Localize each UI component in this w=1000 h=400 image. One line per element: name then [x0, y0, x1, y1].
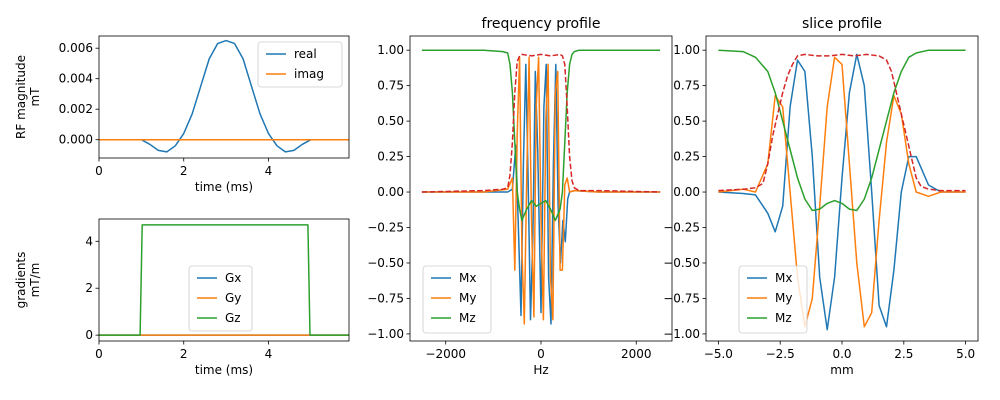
slice-ytick-label: −1.00: [663, 327, 700, 341]
slice-xtick-label: 2.5: [894, 347, 913, 361]
grad-axes: 0 2 4 0 2 4 time (ms) gradients mT/m Gx Gy Gz: [14, 218, 350, 377]
grad-legend: Gx Gy Gz: [188, 265, 253, 332]
grad-ylabel: gradients: [14, 252, 28, 309]
slice-ytick-label: 0.50: [673, 114, 700, 128]
grad-legend-label: Gx: [225, 271, 241, 285]
rf-series-real: [99, 39, 349, 153]
slice-ytick-label: 1.00: [673, 43, 700, 57]
freq-legend: Mx My Mz: [422, 265, 492, 334]
freq-title: frequency profile: [482, 16, 601, 32]
freq-xtick-label: −2000: [425, 347, 466, 361]
slice-legend-label: My: [775, 291, 792, 305]
rf-ytick-label: 0.002: [59, 102, 93, 116]
rf-xlabel: time (ms): [195, 180, 253, 194]
slice-ytick-label: 0.75: [673, 79, 700, 93]
freq-xtick-label: 2000: [621, 347, 652, 361]
slice-ytick-label: −0.75: [663, 291, 700, 305]
slice-xtick-label: −2.5: [766, 347, 795, 361]
freq-series-mz: [421, 49, 661, 222]
slice-xtick-label: 0.0: [832, 347, 851, 361]
freq-ytick-label: −0.75: [367, 291, 404, 305]
rf-ytick-label: 0.006: [59, 41, 93, 55]
grad-ylabel: mT/m: [28, 263, 42, 298]
freq-series-magnitude: [421, 53, 661, 193]
slice-ytick-label: −0.25: [663, 221, 700, 235]
rf-legend: real imag: [257, 41, 343, 88]
slice-xtick-label: −5.0: [704, 347, 733, 361]
rf-xtick-label: 2: [180, 164, 188, 178]
freq-ytick-label: 1.00: [377, 43, 404, 57]
slice-series-mz: [718, 49, 966, 212]
grad-series-gz: [99, 224, 349, 336]
rf-axes: 0 2 4 0.000 0.002 0.004 0.006 time (ms) RF magni…: [14, 35, 350, 194]
slice-xtick-label: 5.0: [956, 347, 975, 361]
grad-xtick-label: 2: [180, 347, 188, 361]
freq-xlabel: Hz: [533, 363, 548, 377]
rf-ylabel: RF magnitude: [14, 55, 28, 139]
rf-xtick-label: 4: [265, 164, 273, 178]
slice-legend-label: Mz: [775, 311, 792, 325]
slice-series-magnitude: [718, 53, 966, 192]
rf-ytick-label: 0.004: [59, 72, 93, 86]
slice-ytick-label: 0.00: [673, 185, 700, 199]
freq-ytick-label: 0.50: [377, 114, 404, 128]
slice-title: slice profile: [802, 16, 882, 32]
grad-ytick-label: 0: [85, 328, 93, 342]
slice-legend-label: Mx: [775, 271, 792, 285]
freq-legend-label: Mz: [459, 311, 476, 325]
slice-xlabel: mm: [830, 363, 853, 377]
rf-xtick-label: 0: [95, 164, 103, 178]
grad-xtick-label: 4: [265, 347, 273, 361]
slice-legend: Mx My Mz: [738, 265, 808, 334]
freq-series-mx: [421, 63, 661, 325]
slice-ytick-label: −0.50: [663, 256, 700, 270]
grad-ytick-label: 2: [85, 281, 93, 295]
grad-ytick-label: 4: [85, 234, 93, 248]
freq-series-my: [421, 56, 661, 325]
freq-ytick-label: −1.00: [367, 327, 404, 341]
rf-frame: [98, 35, 350, 159]
grad-frame: [98, 218, 350, 342]
freq-ytick-label: 0.25: [377, 150, 404, 164]
grad-legend-label: Gz: [225, 311, 241, 325]
freq-ytick-label: −0.25: [367, 221, 404, 235]
freq-axes: −2000 0 2000 −1.00 −0.75 −0.50 −0.25 0.00 0.25 0.…: [367, 16, 673, 377]
grad-legend-label: Gy: [225, 291, 241, 305]
grad-xtick-label: 0: [95, 347, 103, 361]
freq-legend-label: My: [459, 291, 476, 305]
rf-ylabel: mT: [28, 87, 42, 107]
slice-axes: −5.0 −2.5 0.0 2.5 5.0 −1.00 −0.75 −0.50 −0.25 0.0…: [663, 16, 979, 377]
slice-series-mx: [718, 53, 966, 331]
freq-xtick-label: 0: [537, 347, 545, 361]
grad-xlabel: time (ms): [195, 363, 253, 377]
freq-ytick-label: 0.00: [377, 185, 404, 199]
rf-ytick-label: 0.000: [59, 133, 93, 147]
freq-ytick-label: 0.75: [377, 79, 404, 93]
rf-legend-label: real: [294, 47, 317, 61]
freq-legend-label: Mx: [459, 271, 476, 285]
slice-ytick-label: 0.25: [673, 150, 700, 164]
rf-legend-label: imag: [294, 67, 324, 81]
freq-ytick-label: −0.50: [367, 256, 404, 270]
